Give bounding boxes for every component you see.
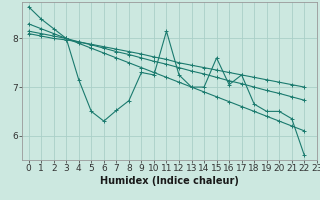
X-axis label: Humidex (Indice chaleur): Humidex (Indice chaleur) (100, 176, 239, 186)
